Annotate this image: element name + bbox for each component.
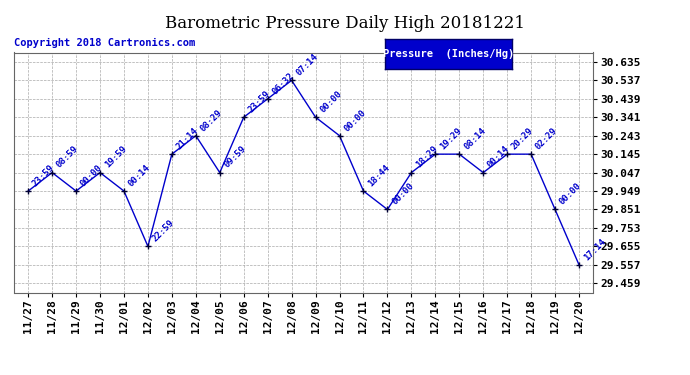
Text: 09:59: 09:59 — [223, 144, 248, 170]
Text: 18:29: 18:29 — [414, 144, 440, 170]
Text: 00:00: 00:00 — [391, 182, 415, 207]
Text: 21:14: 21:14 — [175, 126, 200, 152]
Text: 00:14: 00:14 — [127, 163, 152, 188]
Text: 08:14: 08:14 — [462, 126, 487, 152]
Text: 00:00: 00:00 — [318, 89, 344, 114]
Text: 06:32: 06:32 — [270, 70, 296, 96]
Text: 19:29: 19:29 — [438, 126, 464, 152]
Text: 19:59: 19:59 — [103, 144, 128, 170]
Text: 18:44: 18:44 — [366, 163, 392, 188]
Text: 07:14: 07:14 — [295, 52, 319, 78]
Text: 00:00: 00:00 — [342, 108, 368, 133]
Text: 00:00: 00:00 — [558, 182, 583, 207]
Text: 17:14: 17:14 — [582, 237, 607, 262]
Text: 08:29: 08:29 — [199, 108, 224, 133]
Text: 08:59: 08:59 — [55, 144, 80, 170]
Text: Barometric Pressure Daily High 20181221: Barometric Pressure Daily High 20181221 — [165, 15, 525, 32]
Text: 02:29: 02:29 — [534, 126, 560, 152]
Text: 20:29: 20:29 — [510, 126, 535, 152]
Text: 23:59: 23:59 — [246, 89, 272, 114]
Text: Pressure  (Inches/Hg): Pressure (Inches/Hg) — [383, 49, 514, 59]
Text: 22:59: 22:59 — [150, 218, 176, 244]
Text: 23:59: 23:59 — [31, 163, 57, 188]
Text: 00:00: 00:00 — [79, 163, 104, 188]
Text: 00:14: 00:14 — [486, 144, 511, 170]
Text: Copyright 2018 Cartronics.com: Copyright 2018 Cartronics.com — [14, 38, 195, 48]
